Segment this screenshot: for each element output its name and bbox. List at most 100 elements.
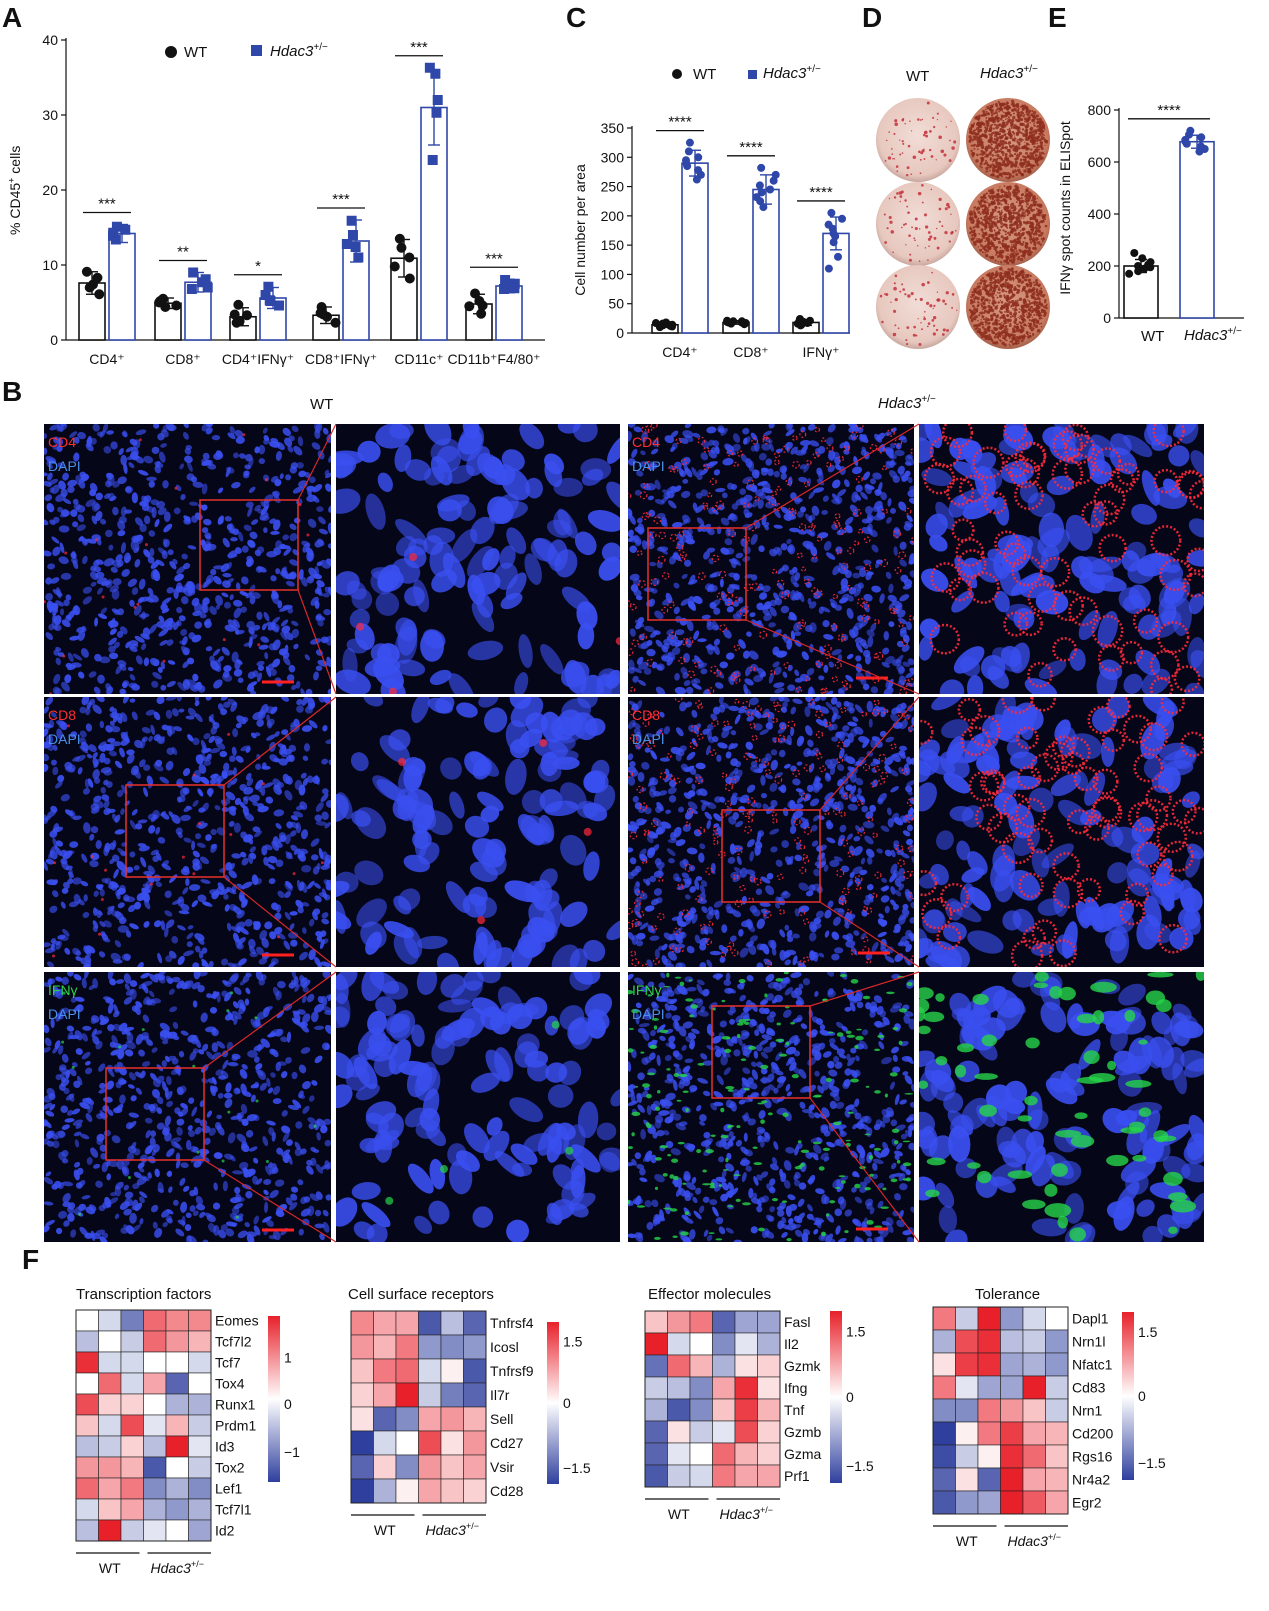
dapi-nucleus — [852, 456, 859, 467]
dapi-nucleus — [706, 426, 717, 434]
dapi-nucleus — [165, 638, 175, 647]
elispot-spot — [985, 317, 987, 319]
elispot-spot — [1020, 197, 1022, 199]
elispot-spot — [943, 328, 946, 331]
elispot-spot — [1011, 127, 1013, 129]
dapi-nucleus — [235, 436, 245, 445]
dapi-nucleus — [715, 488, 726, 493]
dapi-nucleus — [713, 468, 722, 477]
y-tick-label: 30 — [42, 107, 58, 123]
dapi-nucleus — [178, 463, 185, 471]
elispot-spot — [933, 305, 935, 307]
elispot-spot — [986, 193, 988, 195]
cd-stain — [95, 538, 98, 541]
elispot-spot — [1021, 111, 1022, 112]
elispot-spot — [1002, 335, 1004, 337]
elispot-spot — [1033, 233, 1036, 236]
dapi-nucleus — [807, 490, 816, 500]
elispot-spot — [1034, 139, 1037, 142]
panel-b-col-wt: WT — [310, 396, 333, 413]
dapi-nucleus — [699, 451, 710, 462]
elispot-spot — [1016, 291, 1019, 294]
significance-stars: *** — [98, 196, 116, 213]
cd-stain — [882, 466, 886, 470]
category-label: CD4⁺ — [662, 344, 697, 360]
elispot-spot — [983, 280, 986, 283]
elispot-spot — [1017, 121, 1018, 122]
elispot-spot — [1025, 138, 1026, 139]
dapi-nucleus — [327, 505, 331, 514]
elispot-spot — [997, 282, 999, 284]
dapi-nucleus — [221, 592, 230, 599]
elispot-well-wt — [876, 265, 960, 349]
y-tick-label: 40 — [42, 32, 58, 48]
elispot-spot — [1005, 113, 1008, 116]
elispot-spot — [1006, 276, 1008, 278]
elispot-spot — [1025, 336, 1026, 337]
elispot-spot — [902, 140, 904, 142]
elispot-spot — [995, 334, 997, 336]
elispot-spot — [999, 323, 1001, 325]
elispot-spot — [1018, 127, 1021, 130]
elispot-spot — [1003, 239, 1004, 240]
dapi-nucleus — [870, 543, 880, 554]
data-point-ko — [756, 181, 764, 189]
elispot-spot — [1039, 323, 1041, 325]
y-tick-label: 300 — [601, 149, 625, 165]
elispot-spot — [1013, 302, 1016, 305]
elispot-spot — [1011, 215, 1015, 219]
elispot-spot — [936, 228, 937, 229]
elispot-spot — [945, 207, 948, 210]
elispot-spot — [979, 282, 982, 285]
elispot-spot — [993, 332, 996, 335]
elispot-spot — [1000, 279, 1002, 281]
category-label: CD8⁺ — [733, 344, 768, 360]
dapi-nucleus — [173, 506, 182, 515]
elispot-spot — [1011, 206, 1014, 209]
dapi-nucleus — [132, 492, 139, 503]
significance-stars: **** — [668, 114, 692, 131]
dapi-nucleus — [146, 477, 157, 482]
dapi-nucleus — [749, 533, 759, 546]
elispot-spot — [1034, 247, 1036, 249]
elispot-spot — [1007, 196, 1008, 197]
elispot-spot — [987, 120, 989, 122]
elispot-spot — [996, 273, 997, 274]
elispot-spot — [986, 217, 988, 219]
elispot-spot — [1017, 258, 1020, 261]
elispot-spot — [1004, 250, 1005, 251]
elispot-spot — [991, 167, 992, 168]
elispot-spot — [977, 283, 979, 285]
elispot-spot — [1028, 325, 1030, 327]
cd-stain — [242, 433, 245, 436]
elispot-spot — [1037, 293, 1040, 296]
elispot-spot — [986, 156, 988, 158]
elispot-spot — [902, 288, 905, 291]
elispot-spot — [1009, 173, 1011, 175]
elispot-spot — [991, 147, 993, 149]
elispot-spot — [1039, 124, 1042, 127]
elispot-spot — [917, 245, 918, 246]
significance-stars: **** — [1157, 102, 1181, 119]
elispot-spot — [1017, 323, 1019, 325]
elispot-spot — [894, 123, 898, 127]
dapi-nucleus — [256, 660, 265, 667]
elispot-spot — [1002, 229, 1004, 231]
elispot-spot — [1014, 309, 1017, 312]
dapi-nucleus — [821, 510, 828, 516]
elispot-spot — [937, 247, 940, 250]
elispot-spot — [1000, 311, 1002, 313]
elispot-spot — [980, 129, 982, 131]
dapi-nucleus — [88, 670, 98, 679]
elispot-spot — [1032, 292, 1035, 295]
elispot-spot — [944, 231, 947, 234]
elispot-spot — [1014, 153, 1016, 155]
elispot-spot — [989, 282, 991, 284]
elispot-spot — [924, 131, 928, 135]
elispot-spot — [1008, 213, 1010, 215]
cd-stain — [616, 637, 620, 645]
elispot-spot — [1018, 280, 1021, 283]
elispot-spot — [1020, 147, 1022, 149]
dapi-nucleus — [312, 671, 319, 681]
dapi-nucleus — [723, 537, 733, 546]
